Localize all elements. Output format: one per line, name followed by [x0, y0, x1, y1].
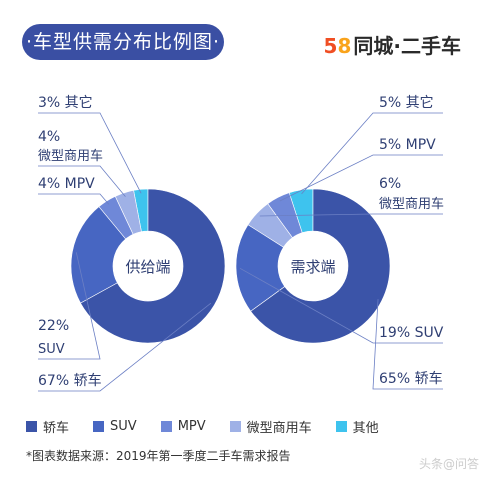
leader-line-1-3: [279, 154, 443, 202]
donut-slice-0-3: [70, 206, 127, 304]
legend-label-sedan: 轿车: [43, 421, 70, 436]
donut-slice-0-2: [98, 195, 134, 240]
leader-line-1-2: [259, 213, 443, 217]
legend-item-commercial: 微型商用车: [229, 417, 312, 436]
brand-logo: 5 8 同城·二手车: [324, 30, 461, 59]
slice-label-0-2: 4% MPV: [38, 176, 95, 192]
leader-line-0-3: [38, 165, 126, 197]
leader-line-0-4: [38, 112, 142, 194]
brand-digit-5: 5: [323, 34, 338, 58]
legend-item-sedan: 轿车: [26, 417, 69, 436]
legend-label-mpv: MPV: [177, 419, 206, 434]
legend-label-suv: SUV: [110, 419, 137, 434]
legend-item-other: 其他: [335, 417, 379, 436]
donut-slice-1-2: [247, 203, 293, 248]
legend-label-other: 其他: [352, 421, 379, 436]
leader-line-1-1: [239, 267, 443, 344]
legend: 轿车 SUV MPV 微型商用车 其他: [26, 417, 403, 436]
leader-line-0-1: [38, 252, 101, 360]
legend-label-commercial: 微型商用车: [246, 421, 312, 436]
legend-item-mpv: MPV: [160, 417, 206, 436]
leader-line-1-0: [372, 299, 443, 390]
donut-slice-0-1: [114, 190, 142, 235]
donut-slice-1-3: [235, 224, 286, 312]
donut-center-label-0: 供给端: [125, 258, 170, 276]
legend-swatch-other: [335, 421, 347, 432]
slice-label-0-3: 4%: [38, 129, 60, 145]
brand-name: 同城·二手车: [353, 34, 461, 58]
slice-label-1-3: 5% MPV: [379, 137, 436, 153]
slice-label-name-0-3: 微型商用车: [38, 148, 103, 164]
legend-swatch-commercial: [229, 421, 241, 432]
legend-swatch-suv: [93, 421, 105, 432]
donut-slice-1-4: [250, 188, 391, 344]
leader-line-0-0: [38, 302, 212, 392]
slice-label-0-4: 3% 其它: [38, 94, 93, 111]
slice-label-1-1: 19% SUV: [379, 325, 444, 341]
slice-label-1-4: 5% 其它: [379, 94, 434, 111]
donut-center-label-1: 需求端: [290, 258, 335, 276]
slice-label-0-0: 67% 轿车: [38, 372, 102, 389]
donut-slice-0-4: [80, 188, 226, 344]
legend-item-suv: SUV: [93, 417, 137, 436]
slice-label-1-0: 65% 轿车: [379, 370, 443, 387]
slice-label-name-0-1: SUV: [38, 342, 65, 357]
watermark: 头条@问答: [418, 457, 479, 471]
chart-title: ·车型供需分布比例图·: [22, 24, 224, 60]
leader-line-1-4: [301, 112, 443, 195]
slice-label-0-1: 22%: [38, 318, 69, 334]
leader-line-0-2: [38, 193, 110, 205]
slice-label-1-2: 6%: [379, 176, 401, 192]
brand-digit-8: 8: [337, 34, 352, 58]
data-source-note: *图表数据来源：2019年第一季度二手车需求报告: [26, 449, 291, 463]
slice-label-name-1-2: 微型商用车: [379, 196, 444, 212]
legend-swatch-mpv: [160, 421, 172, 432]
legend-swatch-sedan: [26, 421, 37, 432]
